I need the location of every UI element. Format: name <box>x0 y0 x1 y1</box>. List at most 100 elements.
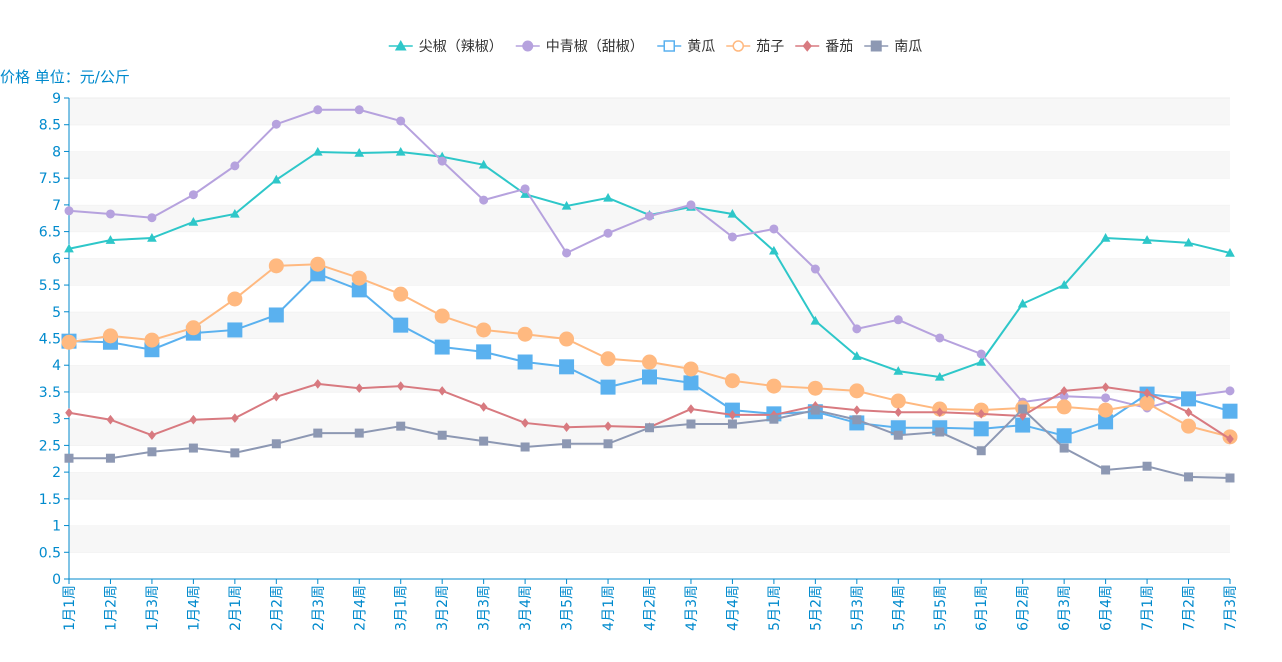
x-tick-label: 2月1周 <box>228 585 244 631</box>
data-point <box>272 391 281 402</box>
data-point <box>1181 418 1197 434</box>
data-point <box>810 264 820 274</box>
data-point <box>106 414 115 425</box>
data-point <box>976 349 986 359</box>
data-point <box>1100 232 1111 242</box>
x-tick-label: 3月4周 <box>518 585 534 631</box>
data-point <box>65 407 73 418</box>
data-point <box>769 245 779 255</box>
data-point <box>312 146 323 156</box>
data-point <box>105 235 116 244</box>
data-point <box>227 322 243 338</box>
data-point <box>934 371 945 381</box>
legend-label: 中青椒（甜椒） <box>546 39 644 55</box>
data-point <box>976 446 986 456</box>
legend: 尖椒（辣椒） 中青椒（甜椒） 黄瓜 茄子 番茄 南瓜 <box>388 38 922 55</box>
grid-band <box>69 525 1230 553</box>
data-point <box>1184 407 1193 418</box>
legend-marker-icon <box>522 40 534 52</box>
x-tick-label: 4月3周 <box>684 585 700 631</box>
data-point <box>935 407 944 418</box>
x-tick-label: 3月3周 <box>477 585 493 631</box>
data-point <box>476 322 492 338</box>
grid-band <box>69 472 1230 499</box>
y-tick-label: 1.5 <box>39 492 61 508</box>
x-tick-label: 6月1周 <box>974 585 990 631</box>
data-point <box>1018 411 1027 421</box>
data-point <box>271 439 281 449</box>
x-tick-label: 6月2周 <box>1016 585 1032 631</box>
data-point <box>438 386 447 396</box>
y-tick-label: 5 <box>52 305 61 321</box>
y-tick-label: 9 <box>52 91 61 107</box>
data-point <box>520 184 530 194</box>
data-point <box>230 448 240 458</box>
data-point <box>268 307 284 323</box>
data-point <box>1183 237 1194 247</box>
data-point <box>517 326 533 342</box>
y-tick-label: 4.5 <box>39 332 61 348</box>
data-point <box>977 409 986 419</box>
legend-label: 南瓜 <box>894 39 922 55</box>
data-point <box>1142 235 1152 244</box>
x-tick-label: 2月3周 <box>311 585 327 631</box>
data-point <box>890 393 906 409</box>
data-point <box>727 419 737 429</box>
x-tick-label: 2月2周 <box>269 585 285 631</box>
data-point <box>687 404 695 414</box>
x-tick-label: 7月1周 <box>1140 585 1156 631</box>
series-group <box>61 105 1238 483</box>
x-tick-label: 7月2周 <box>1182 585 1198 631</box>
data-point <box>188 443 198 453</box>
data-point <box>147 447 157 457</box>
data-point <box>1056 399 1072 415</box>
data-point <box>728 410 737 420</box>
data-point <box>1225 473 1235 483</box>
grid-band <box>69 391 1230 419</box>
y-tick-label: 6.5 <box>39 225 61 241</box>
data-point <box>1101 465 1111 475</box>
x-tick-label: 3月2周 <box>435 585 451 631</box>
data-point <box>603 439 613 449</box>
data-point <box>849 383 865 399</box>
x-tick-label: 6月3周 <box>1057 585 1073 631</box>
data-point <box>603 228 613 238</box>
y-tick-label: 7 <box>52 198 61 214</box>
data-point <box>810 315 821 325</box>
data-point <box>1017 298 1028 308</box>
data-point <box>147 232 157 242</box>
data-point <box>355 383 364 394</box>
data-point <box>976 356 987 366</box>
x-tick-label: 2月4周 <box>352 585 368 631</box>
data-point <box>1101 382 1110 392</box>
data-point <box>188 216 199 226</box>
legend-item: 黄瓜 <box>657 38 715 55</box>
data-point <box>105 209 115 219</box>
data-point <box>395 146 406 156</box>
data-point <box>64 206 74 216</box>
data-point <box>852 415 862 425</box>
x-tick-label: 5月3周 <box>850 585 866 631</box>
data-point <box>810 405 820 415</box>
data-point <box>852 405 861 415</box>
y-tick-label: 6 <box>52 251 61 267</box>
y-tick-label: 4 <box>52 358 61 374</box>
data-point <box>396 116 406 126</box>
data-point <box>604 421 612 431</box>
x-tick-label: 4月4周 <box>725 585 741 631</box>
data-point <box>478 159 489 169</box>
x-tick-label: 1月1周 <box>62 585 78 631</box>
data-point <box>600 379 616 395</box>
y-axis-label: 价格 单位：元/公斤 <box>0 68 130 86</box>
data-point <box>520 189 530 198</box>
legend-marker-icon <box>870 40 882 52</box>
data-point <box>603 192 613 202</box>
y-tick-label: 2.5 <box>39 438 61 454</box>
data-point <box>1098 402 1114 418</box>
data-point <box>894 407 903 418</box>
data-point <box>935 333 945 343</box>
legend-item: 尖椒（辣椒） <box>388 39 503 55</box>
data-point <box>64 243 74 253</box>
x-tick-label: 4月1周 <box>601 585 617 631</box>
data-point <box>645 423 654 433</box>
